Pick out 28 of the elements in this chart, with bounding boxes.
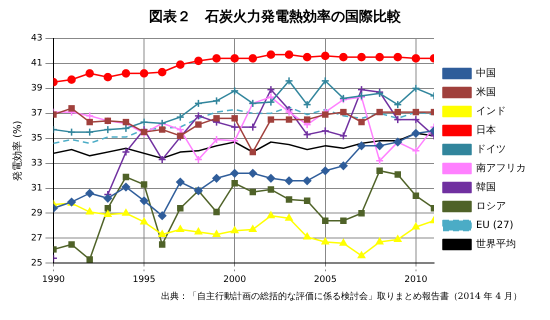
y-tick-label: 37 bbox=[31, 108, 42, 119]
y-axis-title: 発電効率 (%) bbox=[12, 120, 24, 182]
y-tick-label: 43 bbox=[31, 34, 42, 44]
legend-label: ロシア bbox=[476, 201, 506, 212]
legend-label: 中国 bbox=[476, 67, 496, 80]
y-tick-label: 25 bbox=[31, 258, 42, 269]
y-tick-label: 31 bbox=[31, 184, 42, 194]
y-tick-label: 27 bbox=[31, 234, 42, 244]
legend-label: 米国 bbox=[476, 86, 496, 98]
x-tick-label: 2005 bbox=[314, 274, 337, 285]
y-tick-label: 29 bbox=[31, 208, 43, 219]
y-tick-label: 41 bbox=[31, 58, 42, 69]
y-tick-label: 39 bbox=[31, 84, 43, 94]
legend-label: インド bbox=[476, 106, 506, 118]
source-note: 出典：「自主行動計画の総括的な評価に係る検討会」取りまとめ報告書（2014 年 4 月） bbox=[160, 290, 523, 303]
legend-label: EU (27) bbox=[476, 220, 514, 232]
x-tick-label: 1995 bbox=[132, 274, 156, 285]
x-tick-label: 1990 bbox=[42, 274, 66, 285]
legend-label: ドイツ bbox=[476, 144, 506, 156]
x-tick-label: 2000 bbox=[223, 274, 246, 285]
legend-label: 日本 bbox=[476, 124, 496, 136]
y-tick-label: 35 bbox=[31, 134, 42, 144]
chart-title: 図表２ 石炭火力発電熱効率の国際比較 bbox=[148, 8, 402, 27]
x-tick-label: 2010 bbox=[404, 274, 428, 285]
y-tick-label: 33 bbox=[31, 158, 42, 169]
legend-label: 韓国 bbox=[476, 181, 496, 194]
legend-label: 世界平均 bbox=[476, 238, 516, 250]
legend-label: 南アフリカ bbox=[476, 162, 526, 174]
